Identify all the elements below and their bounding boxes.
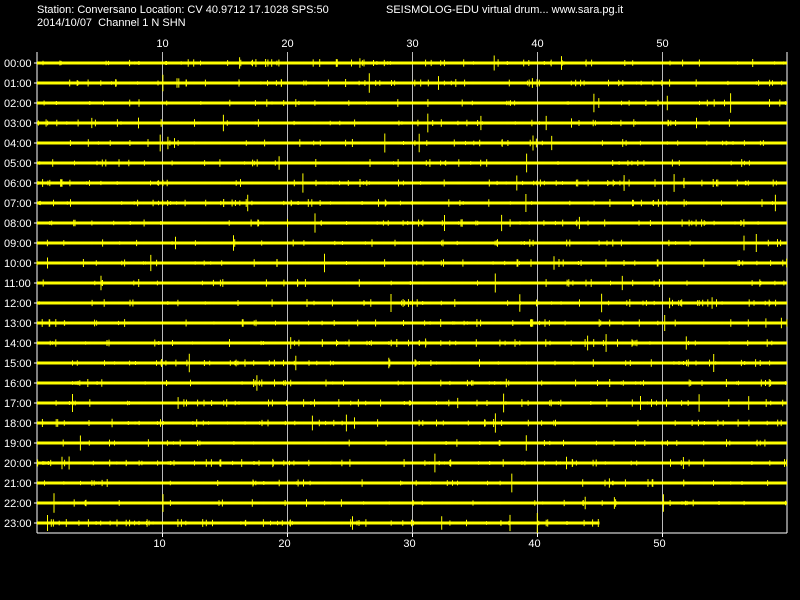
site-title: SEISMOLOG-EDU virtual drum... www.sara.p… [386, 4, 624, 16]
trace-band-row [37, 521, 600, 525]
hour-label: 13:00 [4, 318, 32, 330]
trace-spikes-row [41, 315, 788, 331]
x-tick-label-bottom: 50 [653, 538, 665, 550]
hour-label: 15:00 [4, 358, 32, 370]
hour-label: 02:00 [4, 98, 32, 110]
x-tick-label: 10 [156, 38, 168, 50]
hour-label: 05:00 [4, 158, 32, 170]
hour-label: 23:00 [4, 518, 32, 530]
trace-band-row [37, 421, 787, 425]
x-tick-label: 50 [656, 38, 668, 50]
trace-band-row [37, 441, 787, 445]
trace-band-row [37, 401, 787, 405]
hour-label: 11:00 [4, 278, 31, 290]
trace-band-row [37, 101, 787, 105]
trace-band-row [37, 181, 787, 185]
trace-band-row [37, 481, 787, 485]
trace-band-row [37, 221, 787, 225]
station-info: Station: Conversano Location: CV 40.9712… [37, 4, 329, 16]
hour-label: 00:00 [4, 58, 32, 70]
hour-label: 03:00 [4, 118, 32, 130]
trace-spikes-row [37, 334, 773, 352]
trace-spikes-row [46, 234, 782, 252]
trace-band-row [37, 241, 787, 245]
trace-band-row [37, 161, 787, 165]
trace-band-row [37, 321, 787, 325]
trace-spikes-row [37, 453, 787, 473]
hour-label: 22:00 [4, 498, 32, 510]
trace-spikes-row [40, 375, 786, 391]
trace-spikes-row [49, 213, 767, 233]
hour-label: 14:00 [4, 338, 32, 350]
trace-spikes-row [44, 473, 776, 493]
trace-spikes-row [37, 173, 780, 193]
x-tick-label-bottom: 30 [403, 538, 415, 550]
trace-band-row [37, 281, 787, 285]
trace-spikes-row [47, 513, 599, 533]
trace-spikes-row [41, 413, 782, 433]
hour-label: 21:00 [4, 478, 32, 490]
trace-band-row [37, 341, 787, 345]
hour-label: 08:00 [4, 218, 32, 230]
trace-spikes-row [53, 493, 786, 513]
hour-label: 06:00 [4, 178, 32, 190]
trace-spikes-row [42, 273, 785, 293]
trace-band-row [37, 461, 787, 465]
trace-band-row [37, 61, 787, 65]
hour-label: 12:00 [4, 298, 32, 310]
x-tick-label: 40 [531, 38, 543, 50]
hour-label: 20:00 [4, 458, 32, 470]
hour-label: 16:00 [4, 378, 32, 390]
hour-label: 19:00 [4, 438, 32, 450]
trace-spikes-row [43, 93, 786, 113]
trace-spikes-row [55, 393, 784, 413]
hour-label: 18:00 [4, 418, 32, 430]
x-tick-label-bottom: 10 [153, 538, 165, 550]
trace-spikes-row [38, 293, 777, 313]
hour-label: 09:00 [4, 238, 32, 250]
trace-band-row [37, 81, 787, 85]
x-tick-label: 20 [281, 38, 293, 50]
hour-label: 04:00 [4, 138, 32, 150]
hour-label: 17:00 [4, 398, 32, 410]
trace-band-row [37, 361, 787, 365]
hour-label: 10:00 [4, 258, 32, 270]
trace-spikes-row [38, 153, 750, 173]
trace-spikes-row [38, 194, 776, 212]
trace-spikes-row [42, 55, 785, 71]
trace-spikes-row [38, 113, 730, 133]
trace-band-row [37, 501, 787, 505]
trace-spikes-row [36, 253, 788, 273]
trace-spikes-row [40, 353, 786, 373]
hour-label: 07:00 [4, 198, 32, 210]
trace-band-row [37, 121, 787, 125]
hour-label: 01:00 [4, 78, 32, 90]
trace-band-row [37, 261, 787, 265]
x-tick-label-bottom: 20 [278, 538, 290, 550]
date-channel-info: 2014/10/07 Channel 1 N SHN [37, 17, 186, 29]
x-tick-label: 30 [406, 38, 418, 50]
trace-spikes-row [69, 73, 783, 93]
trace-band-row [37, 381, 787, 385]
trace-spikes-row [52, 133, 764, 153]
trace-spikes-row [40, 435, 767, 451]
x-tick-label-bottom: 40 [528, 538, 540, 550]
trace-band-row [37, 141, 787, 145]
